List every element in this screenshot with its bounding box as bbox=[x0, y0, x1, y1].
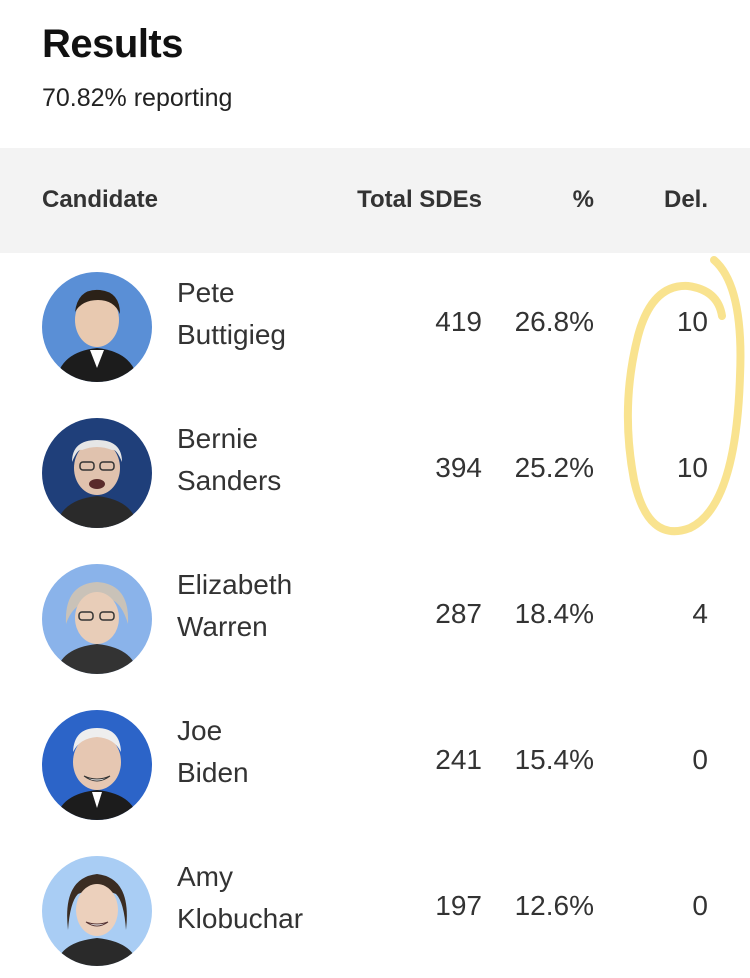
candidate-name: Joe Biden bbox=[177, 715, 249, 788]
percent-value: 15.4% bbox=[514, 744, 594, 775]
delegates-value: 4 bbox=[692, 598, 708, 629]
column-header-total-sdes[interactable]: Total SDEs bbox=[357, 186, 482, 213]
total-sdes-value: 419 bbox=[435, 306, 482, 337]
delegates-value: 0 bbox=[692, 744, 708, 775]
table-row[interactable]: Pete Buttigieg 419 26.8% 10 bbox=[0, 254, 750, 400]
delegates-value: 10 bbox=[676, 306, 708, 337]
column-header-percent[interactable]: % bbox=[572, 186, 594, 213]
delegates-value: 0 bbox=[692, 890, 708, 921]
candidate-name: Amy Klobuchar bbox=[177, 861, 304, 934]
total-sdes-value: 197 bbox=[435, 890, 482, 921]
total-sdes-value: 394 bbox=[435, 452, 482, 483]
column-header-delegates[interactable]: Del. bbox=[663, 186, 708, 213]
column-header-candidate[interactable]: Candidate bbox=[42, 186, 159, 213]
candidate-name: Pete Buttigieg bbox=[177, 277, 286, 350]
candidate-avatar bbox=[42, 564, 152, 674]
table-header: Candidate Total SDEs % Del. bbox=[0, 148, 750, 253]
page-title: Results bbox=[42, 22, 184, 66]
total-sdes-value: 287 bbox=[435, 598, 482, 629]
candidate-name: Elizabeth Warren bbox=[177, 569, 293, 642]
percent-value: 18.4% bbox=[514, 598, 594, 629]
portrait-icon bbox=[42, 272, 152, 382]
table-row[interactable]: Amy Klobuchar 197 12.6% 0 bbox=[0, 838, 750, 978]
percent-value: 12.6% bbox=[514, 890, 594, 921]
candidate-avatar bbox=[42, 710, 152, 820]
portrait-icon bbox=[42, 856, 152, 966]
percent-value: 25.2% bbox=[514, 452, 594, 483]
reporting-status: 70.82% reporting bbox=[42, 84, 233, 112]
total-sdes-value: 241 bbox=[435, 744, 482, 775]
delegates-value: 10 bbox=[676, 452, 708, 483]
candidate-avatar bbox=[42, 418, 152, 528]
candidate-avatar bbox=[42, 856, 152, 966]
table-row[interactable]: Joe Biden 241 15.4% 0 bbox=[0, 692, 750, 838]
candidate-name: Bernie Sanders bbox=[177, 423, 282, 496]
portrait-icon bbox=[42, 564, 152, 674]
table-row[interactable]: Elizabeth Warren 287 18.4% 4 bbox=[0, 546, 750, 692]
table-row[interactable]: Bernie Sanders 394 25.2% 10 bbox=[0, 400, 750, 546]
portrait-icon bbox=[42, 418, 152, 528]
percent-value: 26.8% bbox=[514, 306, 594, 337]
portrait-icon bbox=[42, 710, 152, 820]
candidate-avatar bbox=[42, 272, 152, 382]
